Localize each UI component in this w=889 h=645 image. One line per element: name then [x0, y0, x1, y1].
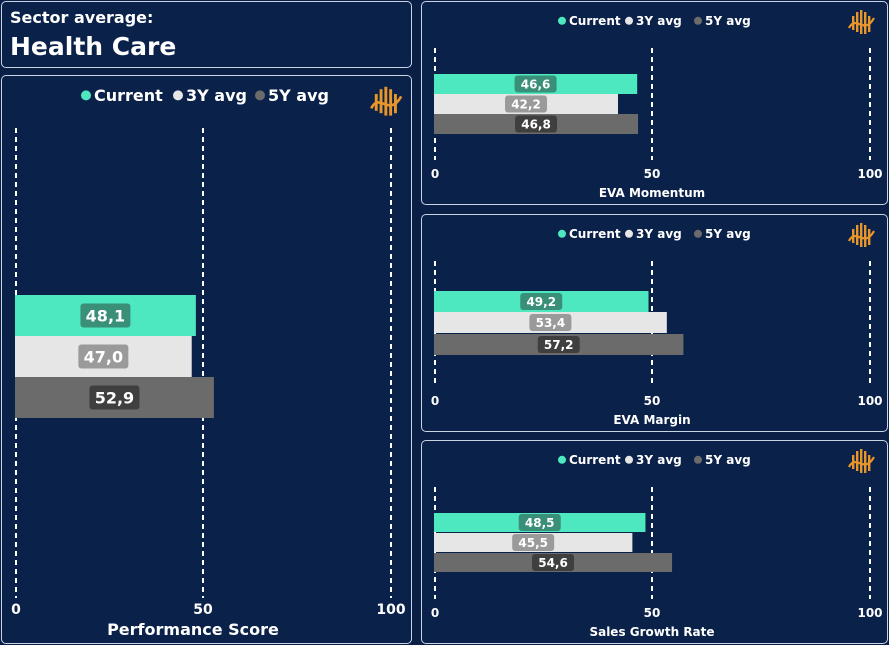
- legend-5y-avg-swatch: [694, 229, 702, 238]
- legend-5y-avg-swatch: [694, 16, 702, 25]
- x-tick-label-100: 100: [857, 394, 882, 408]
- logo-stripe: [860, 10, 863, 34]
- x-tick-label-0: 0: [431, 394, 439, 408]
- x-tick-label-50: 50: [644, 606, 661, 620]
- x-tick-label-100: 100: [857, 606, 882, 620]
- dollar-wave-logo-icon: [848, 449, 875, 473]
- dollar-wave-logo-icon: [848, 10, 875, 34]
- data-label-5y-avg: 54,6: [538, 556, 568, 570]
- legend-current-label: Current: [569, 14, 621, 28]
- legend-3y-avg-label: 3Y avg: [186, 86, 247, 105]
- x-axis-title: Sales Growth Rate: [589, 625, 714, 639]
- logo-stripe: [389, 89, 393, 116]
- eva-momentum-panel: Current 3Y avg 5Y avg 0 50 100 46,6 42,2 46,8 EVA…: [421, 1, 888, 205]
- sales-growth-rate-chart: Current 3Y avg 5Y avg 0 50 100 48,5 45,5 54,6 Sal…: [431, 449, 883, 639]
- logo-wave: [848, 230, 875, 242]
- sector-average-label: Sector average:: [10, 8, 154, 27]
- data-label-current: 48,5: [525, 516, 555, 530]
- x-tick-label-100: 100: [857, 167, 882, 181]
- legend-5y-avg-label: 5Y avg: [705, 453, 751, 467]
- x-tick-label-50: 50: [644, 167, 661, 181]
- legend-5y-avg-label: 5Y avg: [705, 14, 751, 28]
- legend-current-swatch: [81, 90, 91, 101]
- logo-wave: [848, 17, 875, 29]
- x-tick-label-0: 0: [431, 167, 439, 181]
- data-label-current-bg: [520, 293, 563, 310]
- data-label-5y-avg: 52,9: [95, 388, 134, 407]
- logo-wave: [848, 456, 875, 468]
- legend-current-swatch: [558, 16, 566, 25]
- legend-current-swatch: [558, 455, 566, 464]
- eva-margin-panel: Current 3Y avg 5Y avg 0 50 100 49,2 53,4 57,2 EVA…: [421, 214, 888, 432]
- data-label-current-bg: [80, 303, 131, 328]
- data-label-5y-avg: 46,8: [521, 117, 551, 131]
- sales-growth-rate-panel: Current 3Y avg 5Y avg 0 50 100 48,5 45,5 54,6 Sal…: [421, 440, 888, 644]
- x-axis-title: EVA Margin: [613, 413, 690, 427]
- data-label-5y-avg: 57,2: [544, 338, 574, 352]
- x-axis-title: Performance Score: [107, 620, 279, 639]
- data-label-3y-avg: 47,0: [84, 347, 123, 366]
- sector-name: Health Care: [10, 32, 177, 61]
- x-tick-label-100: 100: [376, 602, 405, 618]
- data-label-5y-avg-bg: [537, 336, 580, 353]
- logo-wave: [370, 95, 403, 110]
- data-label-5y-avg-bg: [532, 554, 575, 571]
- logo-stripe: [864, 451, 867, 473]
- data-label-current: 48,1: [86, 306, 125, 325]
- logo-stripe: [860, 223, 863, 247]
- data-label-current: 46,6: [521, 77, 551, 91]
- performance-score-chart: Current 3Y avg 5Y avg 0 50 100 48,1 47,0 52,9 Per…: [11, 86, 406, 639]
- data-label-5y-avg-bg: [515, 115, 558, 133]
- logo-stripe: [864, 12, 867, 34]
- x-tick-label-0: 0: [431, 606, 439, 620]
- performance-score-panel: Current 3Y avg 5Y avg 0 50 100 48,1 47,0 52,9 Per…: [1, 75, 412, 644]
- data-label-current-bg: [514, 75, 557, 93]
- x-tick-label-50: 50: [193, 602, 213, 618]
- x-tick-label-50: 50: [644, 394, 661, 408]
- sector-header: Sector average: Health Care: [1, 1, 412, 68]
- logo-stripe: [856, 451, 859, 471]
- data-label-3y-avg-bg: [512, 534, 555, 551]
- legend-3y-avg-label: 3Y avg: [636, 14, 682, 28]
- legend-5y-avg-swatch: [255, 90, 265, 101]
- x-axis-title: EVA Momentum: [599, 186, 705, 200]
- data-label-3y-avg-bg: [529, 314, 572, 331]
- logo-stripe: [864, 225, 867, 247]
- legend-3y-avg-swatch: [173, 90, 183, 101]
- legend-5y-avg-label: 5Y avg: [705, 227, 751, 241]
- legend-current-label: Current: [569, 227, 621, 241]
- x-tick-label-0: 0: [11, 602, 21, 618]
- legend-3y-avg-swatch: [625, 229, 633, 238]
- legend-current-label: Current: [569, 453, 621, 467]
- data-label-3y-avg: 42,2: [511, 97, 541, 111]
- logo-stripe: [379, 89, 383, 114]
- legend-5y-avg-swatch: [694, 455, 702, 464]
- logo-stripe: [860, 449, 863, 473]
- data-label-3y-avg: 45,5: [518, 536, 548, 550]
- legend-3y-avg-label: 3Y avg: [636, 453, 682, 467]
- data-label-3y-avg-bg: [504, 95, 547, 113]
- dollar-wave-logo-icon: [370, 86, 403, 116]
- eva-momentum-chart: Current 3Y avg 5Y avg 0 50 100 46,6 42,2 46,8 EVA…: [431, 10, 883, 200]
- logo-stripe: [384, 86, 388, 116]
- legend-5y-avg-label: 5Y avg: [268, 86, 329, 105]
- legend-current-label: Current: [94, 86, 163, 105]
- logo-stripe: [856, 225, 859, 245]
- eva-margin-chart: Current 3Y avg 5Y avg 0 50 100 49,2 53,4 57,2 EVA…: [431, 223, 883, 427]
- legend-3y-avg-label: 3Y avg: [636, 227, 682, 241]
- dollar-wave-logo-icon: [848, 223, 875, 247]
- legend-current-swatch: [558, 229, 566, 238]
- legend-3y-avg-swatch: [625, 455, 633, 464]
- data-label-current-bg: [518, 514, 561, 531]
- data-label-3y-avg-bg: [78, 344, 129, 369]
- data-label-3y-avg: 53,4: [536, 316, 566, 330]
- legend-3y-avg-swatch: [625, 16, 633, 25]
- data-label-5y-avg-bg: [89, 385, 140, 410]
- logo-stripe: [856, 12, 859, 32]
- data-label-current: 49,2: [526, 295, 556, 309]
